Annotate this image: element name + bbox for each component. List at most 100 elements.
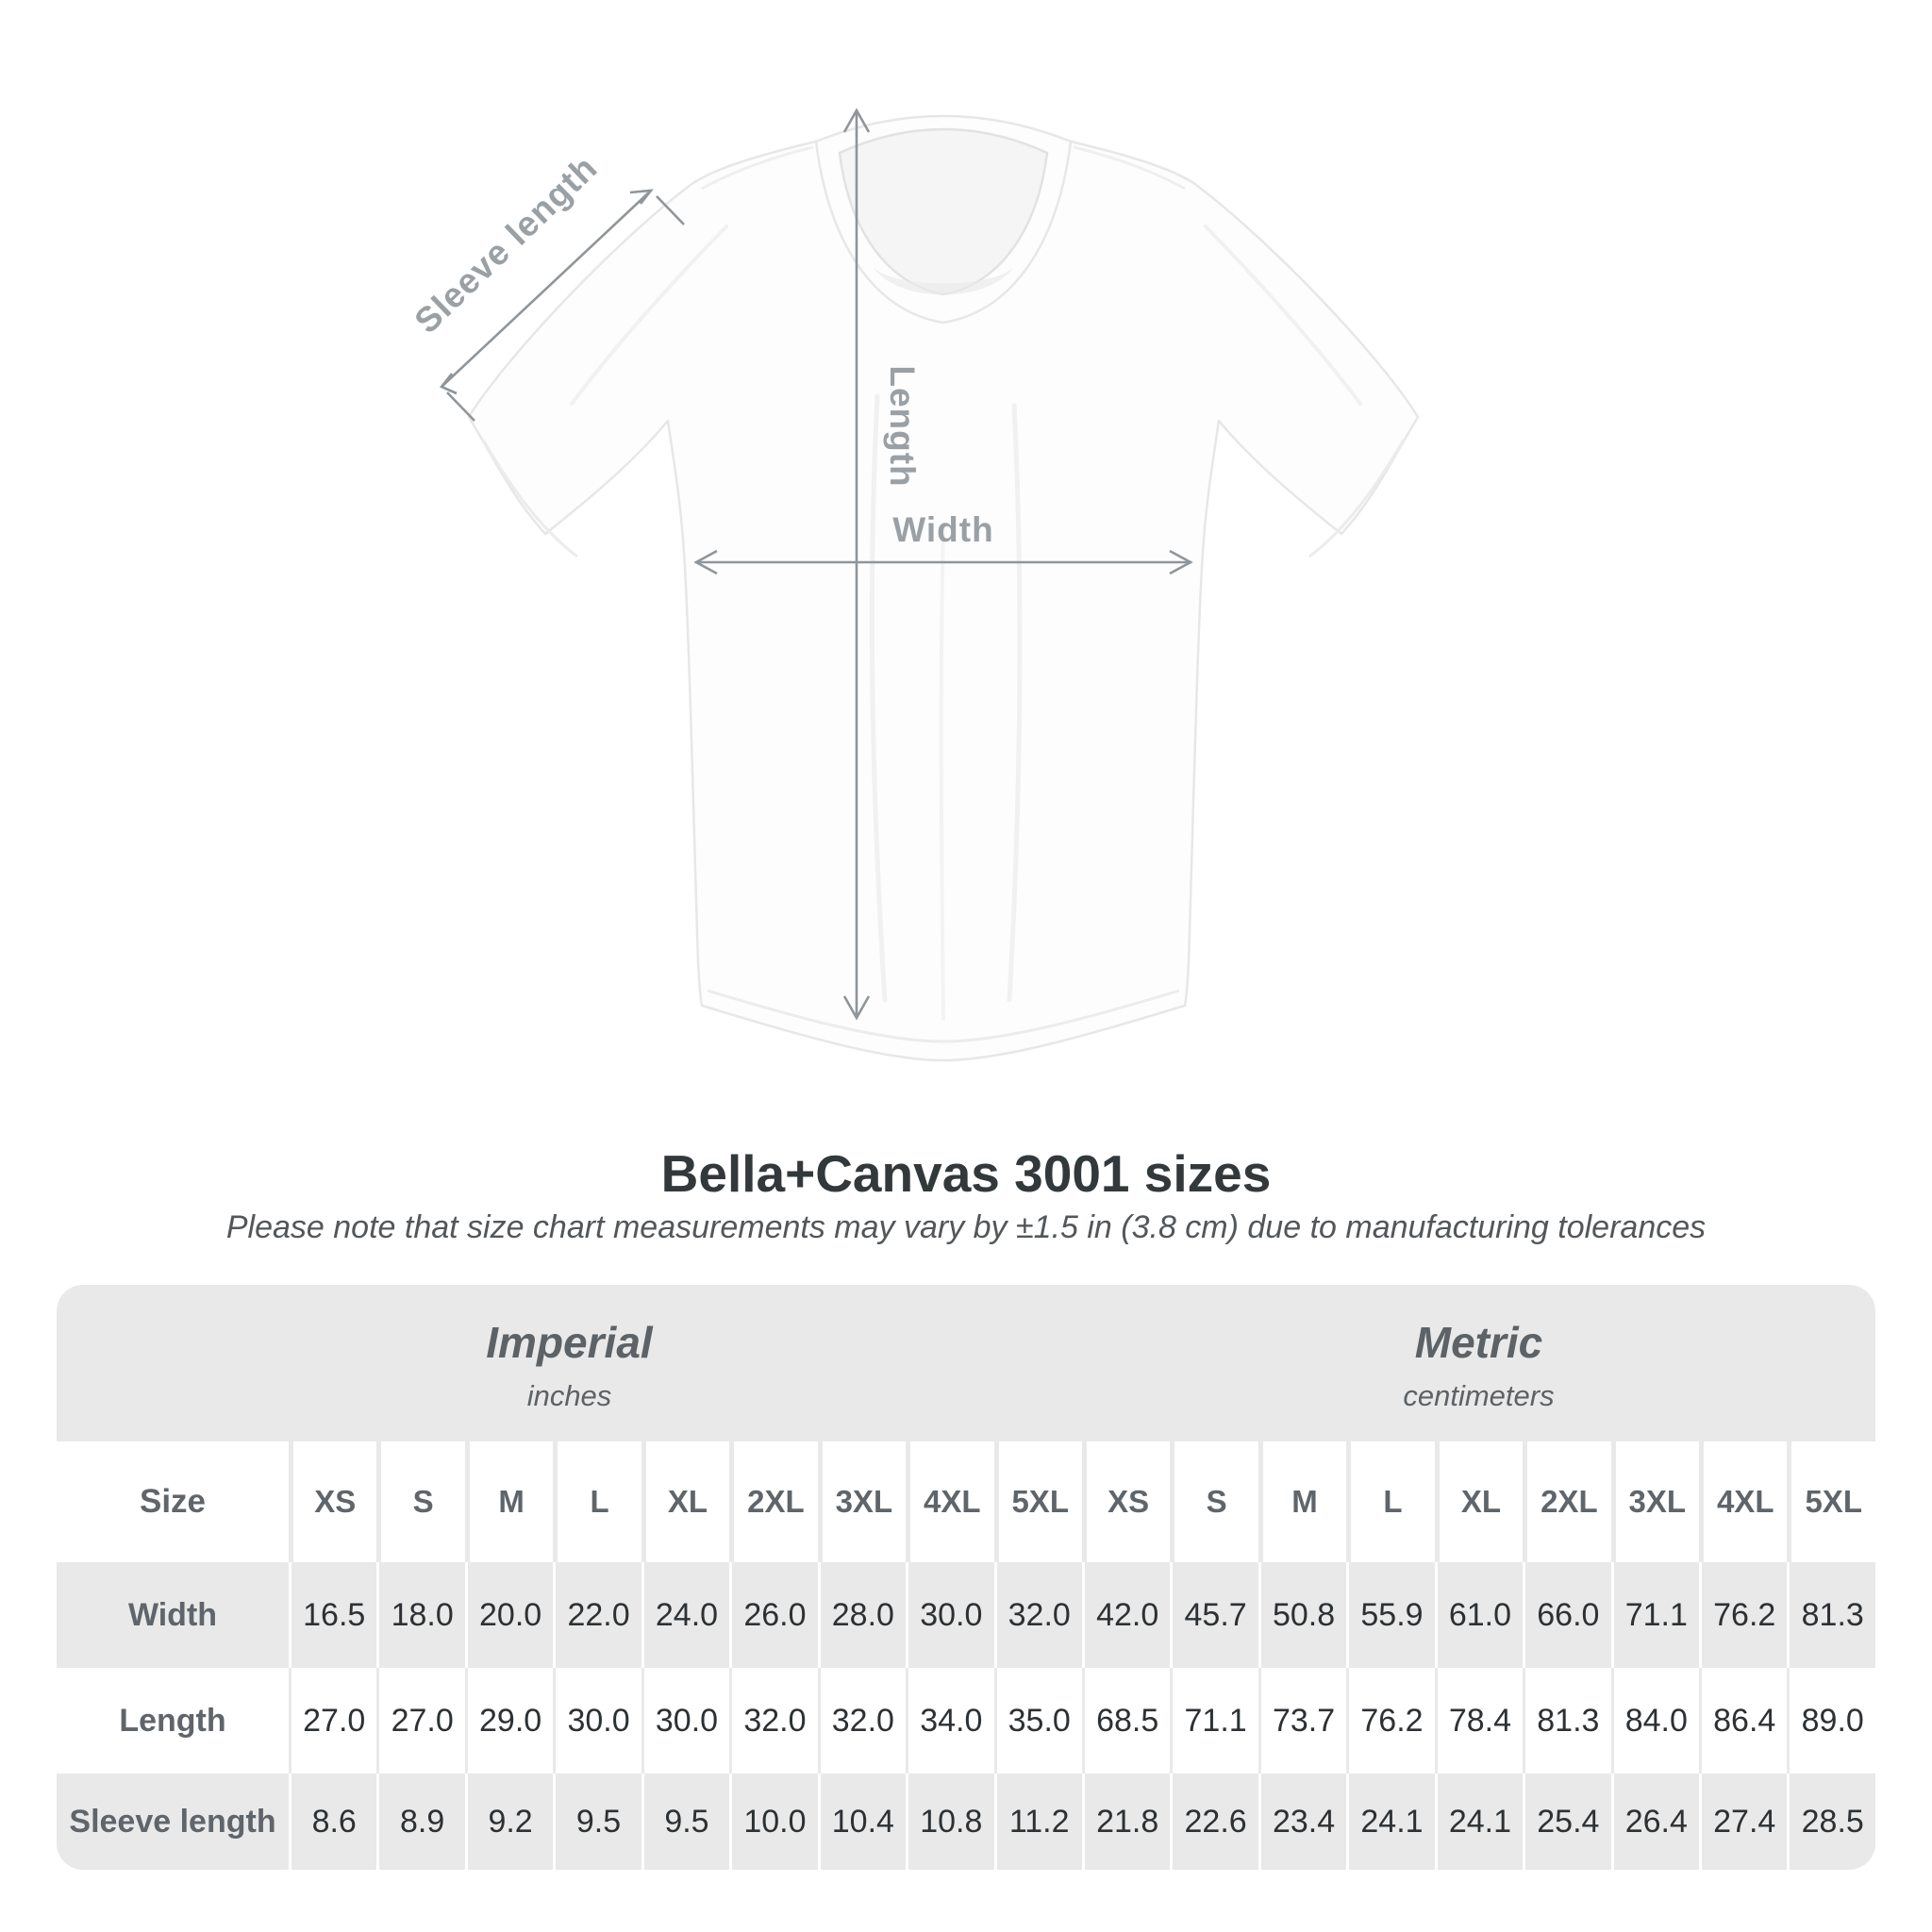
value-cell: 9.5: [553, 1774, 641, 1870]
value-cell: 55.9: [1346, 1562, 1435, 1668]
metric-header: Metric: [1414, 1318, 1543, 1367]
value-cell: 24.1: [1434, 1774, 1524, 1870]
value-cell: 76.2: [1346, 1668, 1435, 1774]
value-cell: 24.0: [641, 1562, 730, 1668]
metric-unit: centimeters: [1403, 1379, 1555, 1412]
row-label: Width: [57, 1562, 289, 1668]
value-cell: 81.3: [1523, 1668, 1611, 1774]
size-col: S: [1170, 1441, 1258, 1562]
value-cell: 24.1: [1346, 1774, 1435, 1870]
size-col: XS: [1081, 1441, 1171, 1562]
value-cell: 32.0: [817, 1668, 907, 1774]
value-cell: 89.0: [1787, 1668, 1875, 1774]
tshirt-wrinkle: [1204, 225, 1362, 406]
value-cell: 73.7: [1257, 1668, 1347, 1774]
tshirt-shoulder-seam-left: [701, 145, 814, 191]
value-cell: 66.0: [1523, 1562, 1611, 1668]
value-cell: 28.5: [1787, 1774, 1875, 1870]
sleeve-length-row: Sleeve length 8.6 8.9 9.2 9.5 9.5 10.0 1…: [57, 1774, 1875, 1870]
size-chart-panel: Imperial inches Metric centimeters Size …: [57, 1285, 1875, 1870]
value-cell: 71.1: [1610, 1562, 1699, 1668]
value-cell: 32.0: [729, 1668, 818, 1774]
length-row: Length 27.0 27.0 29.0 30.0 30.0 32.0 32.…: [57, 1668, 1875, 1774]
tshirt-wrinkle: [869, 393, 888, 1003]
value-cell: 34.0: [906, 1668, 994, 1774]
value-cell: 32.0: [993, 1562, 1082, 1668]
tshirt-shoulder-seam-right: [1073, 145, 1186, 191]
size-col: XS: [289, 1441, 377, 1562]
length-label: Length: [883, 365, 922, 487]
value-cell: 16.5: [289, 1562, 377, 1668]
value-cell: 78.4: [1434, 1668, 1524, 1774]
value-cell: 21.8: [1081, 1774, 1171, 1870]
size-col: XL: [641, 1441, 730, 1562]
value-cell: 26.4: [1610, 1774, 1699, 1870]
page-title: Bella+Canvas 3001 sizes: [660, 1144, 1272, 1203]
size-col: M: [1257, 1441, 1347, 1562]
imperial-unit-group: Imperial inches: [57, 1285, 1082, 1441]
width-row: Width 16.5 18.0 20.0 22.0 24.0 26.0 28.0…: [57, 1562, 1875, 1668]
value-cell: 30.0: [641, 1668, 730, 1774]
size-col-header: Size: [57, 1441, 289, 1562]
tshirt-wrinkle: [1007, 403, 1023, 1003]
size-col: 3XL: [817, 1441, 907, 1562]
dimension-lines: [439, 108, 1193, 1021]
length-dimension-arrow: [842, 108, 871, 1021]
value-cell: 45.7: [1170, 1562, 1258, 1668]
size-header-row: Size XS S M L XL 2XL 3XL 4XL 5XL XS S M …: [57, 1441, 1875, 1562]
tshirt-wrinkle: [939, 526, 945, 1021]
value-cell: 22.0: [553, 1562, 641, 1668]
tshirt-neck-shadow: [874, 268, 1013, 295]
tolerance-note: Please note that size chart measurements…: [225, 1209, 1707, 1245]
tshirt-diagram: Sleeve length Length Width: [408, 108, 1420, 1062]
value-cell: 10.4: [817, 1774, 907, 1870]
size-col: L: [553, 1441, 641, 1562]
value-cell: 84.0: [1610, 1668, 1699, 1774]
value-cell: 20.0: [464, 1562, 554, 1668]
value-cell: 68.5: [1081, 1668, 1171, 1774]
tshirt-image: [467, 114, 1420, 1062]
size-col: XL: [1434, 1441, 1524, 1562]
imperial-unit: inches: [526, 1379, 612, 1412]
size-col: M: [464, 1441, 554, 1562]
value-cell: 30.0: [906, 1562, 994, 1668]
value-cell: 22.6: [1170, 1774, 1258, 1870]
size-col: 5XL: [1787, 1441, 1875, 1562]
value-cell: 50.8: [1257, 1562, 1347, 1668]
width-dimension-arrow: [693, 549, 1193, 575]
tshirt-neck-opening: [838, 127, 1049, 296]
width-label: Width: [892, 510, 993, 549]
size-table: Size XS S M L XL 2XL 3XL 4XL 5XL XS S M …: [57, 1441, 1875, 1870]
value-cell: 23.4: [1257, 1774, 1347, 1870]
value-cell: 8.6: [289, 1774, 377, 1870]
row-label: Length: [57, 1668, 289, 1774]
tshirt-cuff-seam-right: [1308, 439, 1406, 558]
value-cell: 61.0: [1434, 1562, 1524, 1668]
size-col: L: [1346, 1441, 1435, 1562]
value-cell: 26.0: [729, 1562, 818, 1668]
row-label: Sleeve length: [57, 1774, 289, 1870]
value-cell: 27.0: [289, 1668, 377, 1774]
size-col: 4XL: [1699, 1441, 1788, 1562]
tshirt-wrinkle: [570, 225, 728, 406]
size-col: 3XL: [1610, 1441, 1699, 1562]
size-col: 2XL: [1523, 1441, 1611, 1562]
value-cell: 9.5: [641, 1774, 730, 1870]
value-cell: 42.0: [1081, 1562, 1171, 1668]
value-cell: 81.3: [1787, 1562, 1875, 1668]
value-cell: 11.2: [993, 1774, 1082, 1870]
value-cell: 8.9: [376, 1774, 465, 1870]
value-cell: 76.2: [1699, 1562, 1788, 1668]
tshirt-hem-seam: [707, 989, 1180, 1043]
value-cell: 27.0: [376, 1668, 465, 1774]
size-col: 4XL: [906, 1441, 994, 1562]
imperial-header: Imperial: [486, 1318, 653, 1367]
value-cell: 29.0: [464, 1668, 554, 1774]
value-cell: 30.0: [553, 1668, 641, 1774]
size-col: 5XL: [993, 1441, 1082, 1562]
size-col: 2XL: [729, 1441, 818, 1562]
value-cell: 35.0: [993, 1668, 1082, 1774]
value-cell: 9.2: [464, 1774, 554, 1870]
value-cell: 25.4: [1523, 1774, 1611, 1870]
